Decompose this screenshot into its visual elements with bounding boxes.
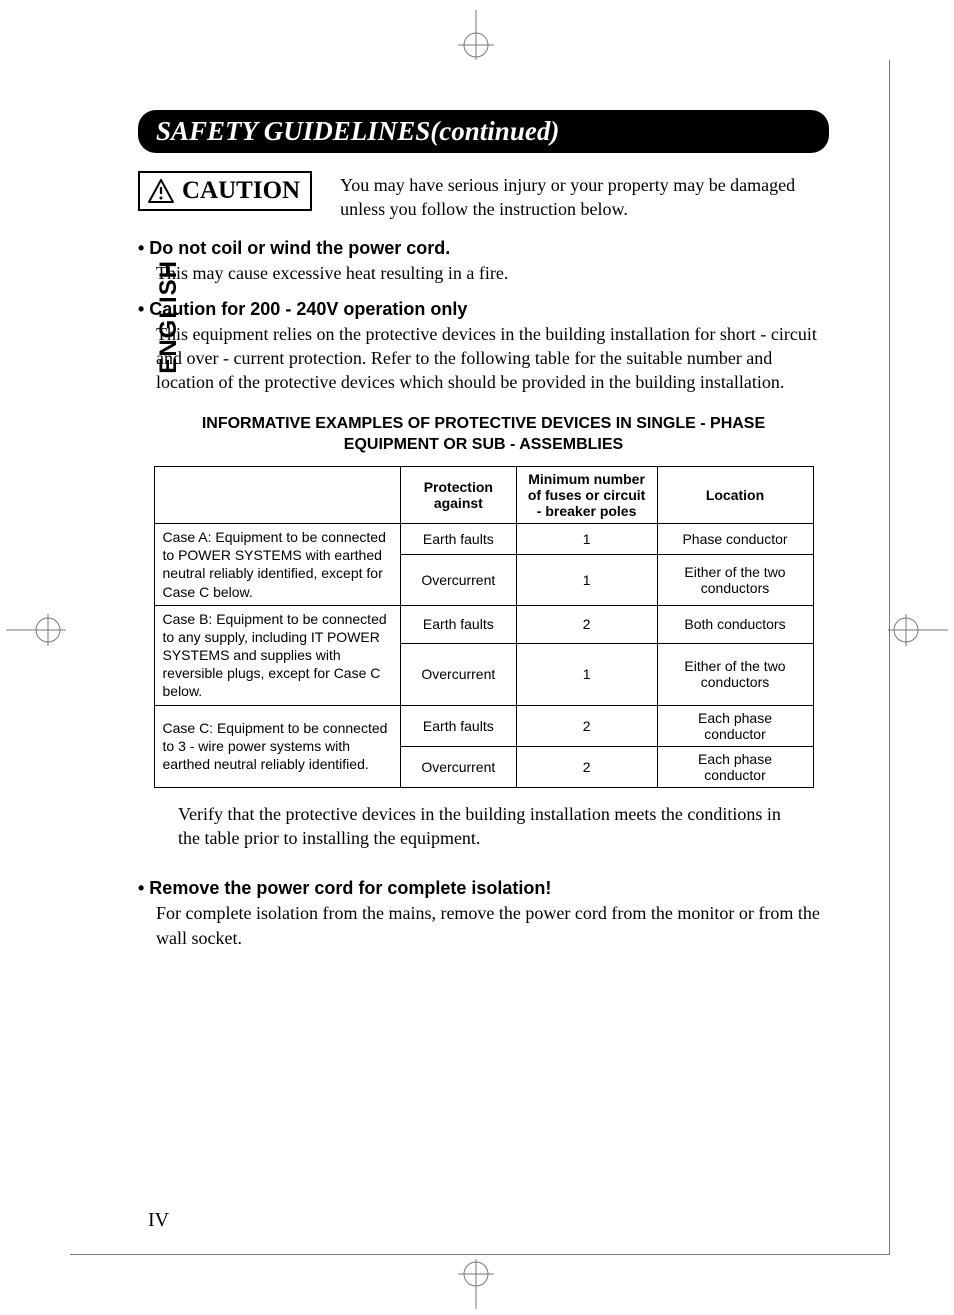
case-desc: Case C: Equipment to be connected to 3 -… [154,705,400,787]
case-desc: Case A: Equipment to be connected to POW… [154,523,400,605]
cell: Both conductors [657,605,813,643]
bullet-body: This may cause excessive heat resulting … [156,261,829,285]
page-frame: ENGLISH SAFETY GUIDELINES(continued) CAU… [70,60,890,1255]
cell: 1 [516,523,657,554]
table-row: Case A: Equipment to be connected to POW… [154,523,813,554]
cell: Each phase conductor [657,705,813,746]
page-number: IV [148,1209,169,1232]
cell: Overcurrent [400,746,516,787]
bullet-body: For complete isolation from the mains, r… [156,901,829,950]
cell: Earth faults [400,605,516,643]
cell: Either of the two conductors [657,554,813,605]
cell: 2 [516,605,657,643]
section-header: SAFETY GUIDELINES(continued) [138,110,829,153]
cell: Overcurrent [400,554,516,605]
table-row: Case C: Equipment to be connected to 3 -… [154,705,813,746]
table-header: Minimum number of fuses or circuit - bre… [516,466,657,523]
cell: Earth faults [400,523,516,554]
registration-mark-bottom [446,1259,506,1309]
case-desc: Case B: Equipment to be connected to any… [154,605,400,705]
cell: 2 [516,746,657,787]
bullet-isolation: • Remove the power cord for complete iso… [138,878,829,950]
bullet-title: • Caution for 200 - 240V operation only [138,299,829,320]
caution-label: CAUTION [182,177,300,205]
cell: 1 [516,643,657,705]
warning-icon [148,179,174,203]
cell: Earth faults [400,705,516,746]
bullet-title: • Do not coil or wind the power cord. [138,238,829,259]
cell: Either of the two conductors [657,643,813,705]
cell: Phase conductor [657,523,813,554]
table-title: INFORMATIVE EXAMPLES OF PROTECTIVE DEVIC… [168,413,799,456]
bullet-body: This equipment relies on the protective … [156,322,829,395]
registration-mark-left [6,610,66,650]
bullet-voltage: • Caution for 200 - 240V operation only … [138,299,829,395]
table-row: Case B: Equipment to be connected to any… [154,605,813,643]
cell: Overcurrent [400,643,516,705]
cell: 2 [516,705,657,746]
table-header: Protection against [400,466,516,523]
table-header-blank [154,466,400,523]
registration-mark-right [888,610,948,650]
bullet-power-cord: • Do not coil or wind the power cord. Th… [138,238,829,285]
table-post-text: Verify that the protective devices in th… [178,802,789,851]
registration-mark-top [446,10,506,60]
cell: 1 [516,554,657,605]
bullet-title: • Remove the power cord for complete iso… [138,878,829,899]
caution-row: CAUTION You may have serious injury or y… [138,171,829,222]
caution-box: CAUTION [138,171,312,211]
page-content: SAFETY GUIDELINES(continued) CAUTION You… [138,110,829,950]
table-header-row: Protection against Minimum number of fus… [154,466,813,523]
cell: Each phase conductor [657,746,813,787]
table-header: Location [657,466,813,523]
protective-devices-table: Protection against Minimum number of fus… [154,466,814,788]
caution-text: You may have serious injury or your prop… [340,171,829,222]
language-tab: ENGLISH [155,260,183,374]
